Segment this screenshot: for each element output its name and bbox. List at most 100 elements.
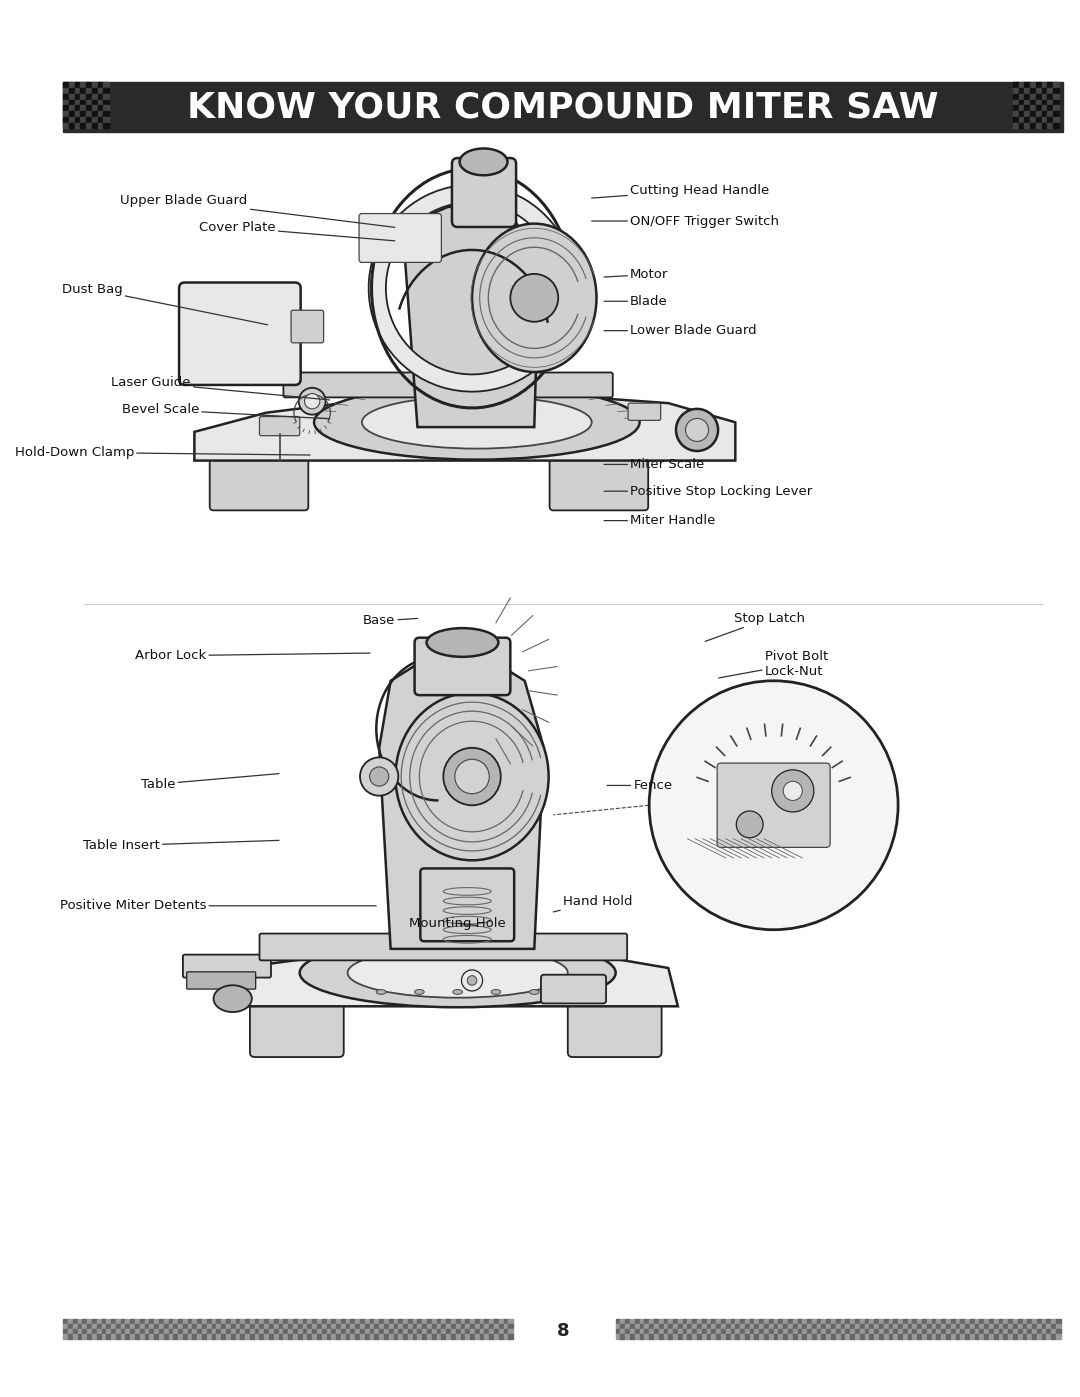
FancyBboxPatch shape <box>415 637 511 696</box>
Bar <box>620 1324 625 1329</box>
Bar <box>922 1324 927 1329</box>
Bar <box>683 1334 688 1338</box>
Bar <box>1009 1334 1013 1338</box>
Bar <box>64 1334 68 1338</box>
Bar <box>97 117 104 123</box>
Bar <box>1056 1324 1061 1329</box>
Bar <box>255 1334 259 1338</box>
Bar <box>635 1334 639 1338</box>
Bar <box>87 1329 92 1334</box>
Bar <box>241 1329 245 1334</box>
Bar <box>235 1329 241 1334</box>
Bar <box>960 1329 966 1334</box>
Bar <box>399 1334 403 1338</box>
Bar <box>826 1324 832 1329</box>
Bar <box>494 1329 499 1334</box>
Bar <box>1017 1329 1023 1334</box>
Bar <box>1047 1329 1051 1334</box>
Bar <box>1047 1324 1051 1329</box>
Bar <box>494 1324 499 1329</box>
Bar <box>413 1334 418 1338</box>
Bar <box>932 1324 936 1329</box>
Bar <box>92 1334 97 1338</box>
Bar <box>121 1329 125 1334</box>
Bar <box>86 105 92 112</box>
Bar <box>807 1334 812 1338</box>
Bar <box>702 1334 706 1338</box>
Bar <box>82 1334 87 1338</box>
Bar <box>716 1319 721 1324</box>
Bar <box>1037 1319 1042 1324</box>
Bar <box>125 1334 131 1338</box>
Bar <box>87 1319 92 1324</box>
Bar <box>178 1324 183 1329</box>
Bar <box>1030 88 1036 94</box>
Bar <box>316 1329 322 1334</box>
Bar <box>802 1329 807 1334</box>
Bar <box>106 1324 111 1329</box>
Bar <box>860 1324 865 1329</box>
Bar <box>764 1324 769 1329</box>
Bar <box>625 1324 630 1329</box>
Bar <box>812 1324 816 1329</box>
Bar <box>460 1324 465 1329</box>
Bar <box>188 1319 192 1324</box>
Bar <box>797 1334 802 1338</box>
Bar <box>836 1319 840 1324</box>
Bar <box>645 1319 649 1324</box>
Bar <box>489 1329 494 1334</box>
Bar <box>913 1334 917 1338</box>
Bar <box>688 1334 692 1338</box>
Bar <box>149 1319 154 1324</box>
Bar <box>202 1334 207 1338</box>
Bar <box>68 1319 72 1324</box>
Bar <box>726 1324 730 1329</box>
Bar <box>64 112 69 117</box>
Bar <box>678 1334 683 1338</box>
Bar <box>917 1329 922 1334</box>
Bar <box>812 1329 816 1334</box>
Bar <box>178 1334 183 1338</box>
Bar <box>470 1334 475 1338</box>
Bar <box>712 1334 716 1338</box>
Bar <box>75 82 80 88</box>
Bar <box>788 1334 793 1338</box>
Bar <box>974 1319 980 1324</box>
Bar <box>779 1329 783 1334</box>
Bar <box>480 1334 485 1338</box>
Bar <box>436 1329 442 1334</box>
Bar <box>850 1334 855 1338</box>
Bar <box>659 1334 663 1338</box>
Bar <box>399 1324 403 1329</box>
Bar <box>422 1329 427 1334</box>
Bar <box>1042 117 1048 123</box>
Bar <box>139 1319 145 1324</box>
Bar <box>706 1334 712 1338</box>
Bar <box>427 1319 432 1324</box>
Bar <box>97 1324 102 1329</box>
Bar <box>889 1319 893 1324</box>
Bar <box>298 1334 302 1338</box>
Bar <box>1013 1334 1017 1338</box>
Bar <box>350 1324 355 1329</box>
Bar <box>298 1329 302 1334</box>
Bar <box>759 1334 764 1338</box>
Bar <box>673 1329 678 1334</box>
Bar <box>740 1329 745 1334</box>
Bar <box>783 1334 788 1338</box>
Bar <box>1056 1329 1061 1334</box>
Bar <box>712 1324 716 1329</box>
Bar <box>192 1324 198 1329</box>
Bar <box>75 88 80 94</box>
Bar <box>97 88 104 94</box>
Ellipse shape <box>472 224 596 372</box>
Bar <box>350 1319 355 1324</box>
Bar <box>793 1319 797 1324</box>
Bar <box>927 1329 932 1334</box>
Bar <box>899 1329 903 1334</box>
Bar <box>850 1324 855 1329</box>
Bar <box>984 1319 989 1324</box>
Bar <box>899 1334 903 1338</box>
Bar <box>379 1329 384 1334</box>
Bar <box>154 1324 159 1329</box>
